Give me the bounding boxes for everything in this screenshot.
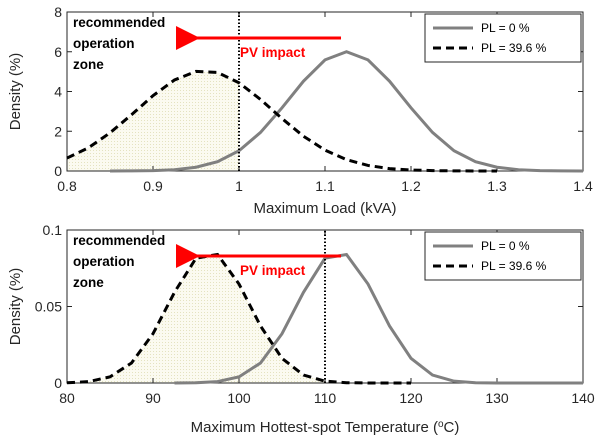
zone-label: recommended (73, 233, 165, 248)
y-tick-label: 2 (54, 123, 62, 139)
shaded-zone (67, 254, 325, 383)
x-axis-label-part: Maximum Hottest-spot Temperature ( (191, 419, 438, 436)
legend-box (424, 231, 582, 281)
shaded-zone (67, 71, 239, 171)
x-tick-label: 1.1 (315, 178, 335, 194)
x-tick-label: 0.9 (143, 178, 163, 194)
x-tick-label: 120 (399, 390, 423, 406)
y-tick-label: 0 (54, 375, 62, 391)
x-tick-label: 1.3 (487, 178, 507, 194)
x-axis-label-part: C) (444, 419, 460, 436)
x-axis-label: Maximum Load (kVA) (253, 200, 396, 217)
y-tick-label: 0.1 (43, 222, 63, 238)
zone-label: operation (73, 36, 135, 51)
x-tick-label: 130 (485, 390, 509, 406)
arrow-label: PV impact (240, 45, 306, 60)
x-tick-label: 90 (145, 390, 161, 406)
y-tick-label: 6 (54, 44, 62, 60)
x-tick-label: 80 (59, 390, 75, 406)
legend-label: PL = 0 % (481, 21, 530, 35)
x-tick-label: 1.2 (401, 178, 421, 194)
x-axis-label: Maximum Hottest-spot Temperature (oC) (191, 419, 460, 437)
series-line (174, 252, 583, 385)
x-tick-label: 110 (314, 390, 337, 406)
y-tick-label: 8 (54, 4, 62, 20)
series-line (109, 50, 584, 173)
y-axis-label: Density (%) (7, 268, 24, 346)
zone-label: zone (73, 57, 104, 72)
y-axis-label: Density (%) (7, 53, 24, 131)
arrow-label: PV impact (240, 263, 306, 278)
y-tick-label: 4 (54, 84, 62, 100)
x-tick-label: 140 (571, 390, 595, 406)
x-tick-label: 0.8 (57, 178, 77, 194)
zone-label: recommended (73, 15, 165, 30)
zone-label: zone (73, 275, 104, 290)
zone-label: operation (73, 254, 135, 269)
legend-label: PL = 39.6 % (481, 41, 547, 55)
y-tick-label: 0.05 (35, 299, 62, 315)
y-tick-label: 0 (54, 163, 62, 179)
series-line (66, 252, 411, 385)
x-tick-label: 1.4 (573, 178, 593, 194)
legend-box (424, 13, 582, 63)
legend-label: PL = 0 % (481, 239, 530, 253)
x-tick-label: 100 (227, 390, 251, 406)
x-axis-label-part: o (438, 419, 444, 430)
x-tick-label: 1 (235, 178, 243, 194)
legend-label: PL = 39.6 % (481, 259, 547, 273)
